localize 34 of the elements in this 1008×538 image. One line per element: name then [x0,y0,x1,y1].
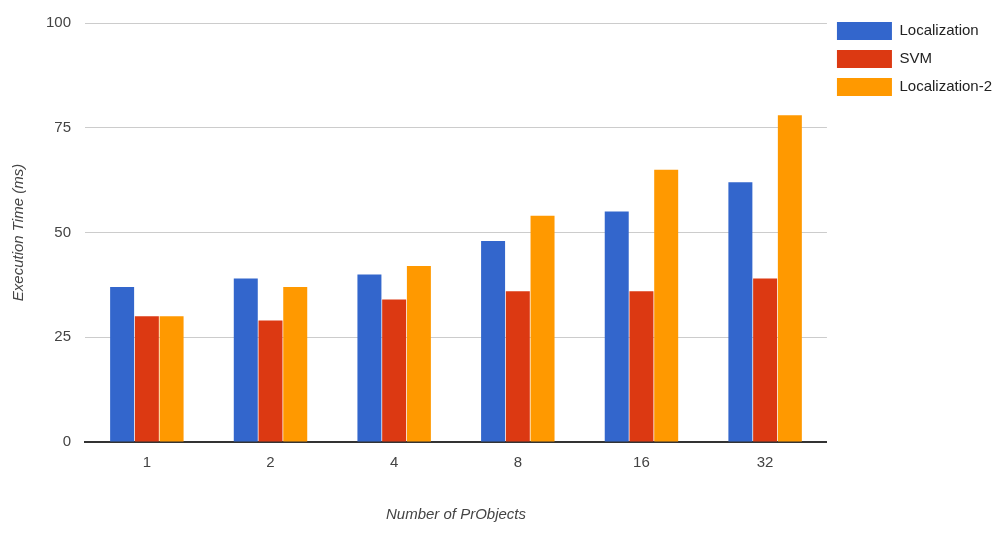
legend-label: Localization [899,21,979,39]
bar [505,291,530,442]
x-axis-title: Number of PrObjects [385,505,527,523]
bar [777,115,802,442]
bar [258,320,283,442]
y-tick-label: 25 [54,327,72,345]
legend-label: Localization-2 [899,77,993,95]
bar [530,215,555,442]
x-tick-label: 16 [633,453,650,471]
bar [357,274,382,442]
x-tick-label: 4 [389,453,399,471]
y-tick-label: 100 [46,13,72,31]
bar [481,240,506,442]
y-axis-title: Execution Time (ms) [9,163,27,302]
bar [233,278,258,442]
y-tick-label: 0 [62,432,72,450]
bar [283,286,308,442]
bar [382,299,407,442]
x-tick-label: 32 [756,453,774,471]
bar [604,211,629,442]
bar [728,182,753,442]
bar [406,266,431,442]
bar [110,286,135,442]
y-tick-label: 50 [54,222,72,240]
x-tick-label: 2 [266,453,275,471]
x-tick-label: 8 [513,453,522,471]
y-tick-label: 75 [54,117,72,135]
bar [159,316,184,442]
bar [654,169,679,442]
bar [134,316,159,442]
bar [753,278,778,442]
legend-label: SVM [899,49,932,67]
x-tick-label: 1 [142,453,152,471]
bar [629,291,654,442]
